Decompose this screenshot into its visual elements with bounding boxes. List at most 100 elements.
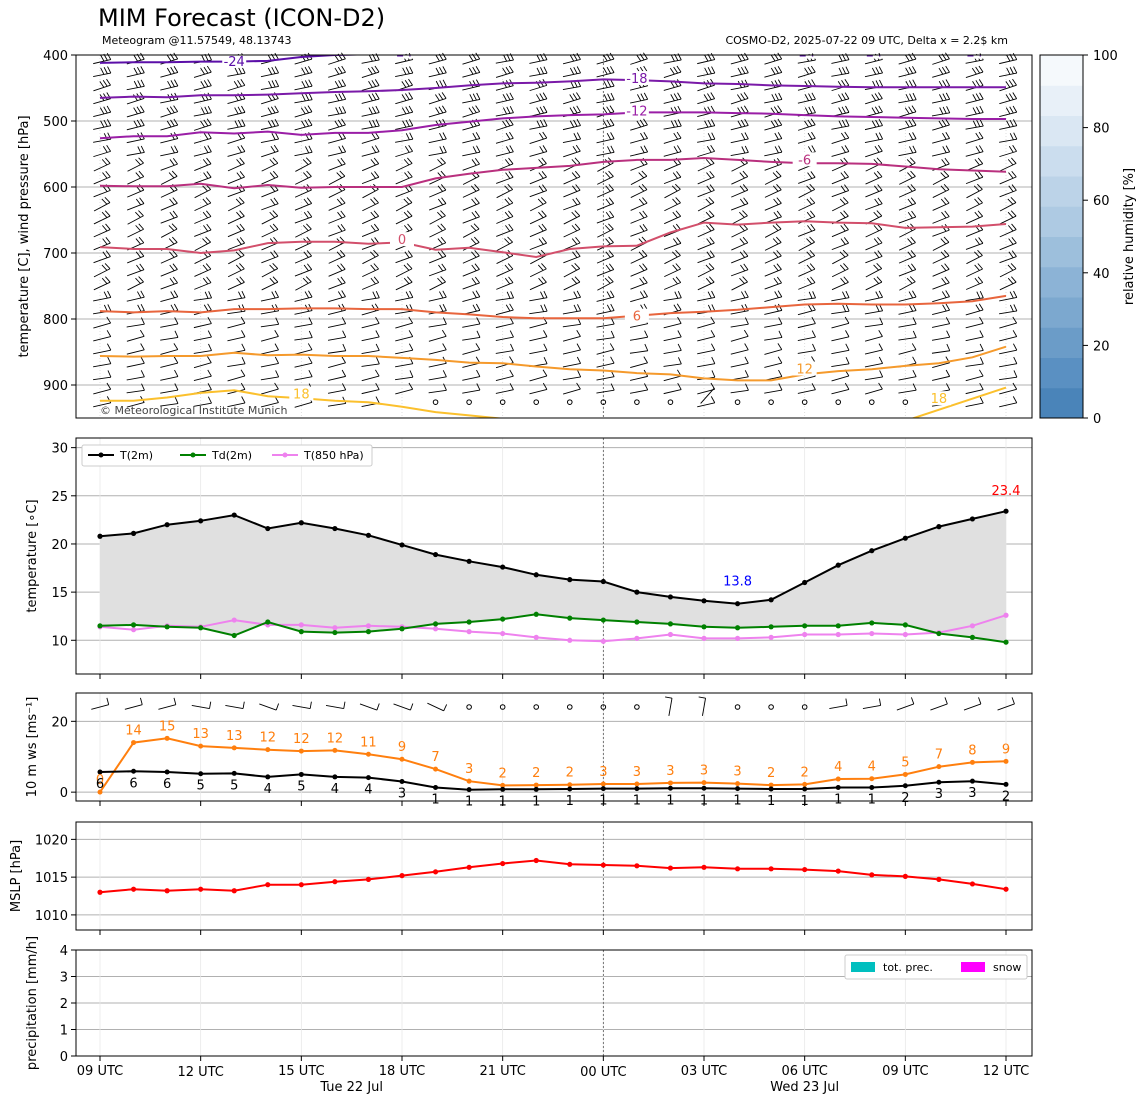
wind-barb-feather xyxy=(337,119,343,127)
wind-barb-feather xyxy=(103,119,108,127)
wind-barb xyxy=(597,176,614,185)
wind-barb-feather xyxy=(977,210,984,217)
wind-barb xyxy=(261,176,279,185)
wind-barb-feather xyxy=(468,54,474,62)
wind-barb xyxy=(597,228,614,238)
wind-barb-feather xyxy=(1012,316,1018,324)
wind-barb-feather xyxy=(844,184,850,191)
wind-barb xyxy=(496,216,514,224)
data-point xyxy=(131,740,137,746)
wind-barb-feather xyxy=(1007,277,1014,284)
wind-barb-feather xyxy=(174,369,179,377)
wind-barb xyxy=(630,229,648,237)
wind-barb-feather xyxy=(979,330,984,338)
wind-barb-feather xyxy=(338,93,343,101)
gust-label: 0 xyxy=(96,773,104,788)
wind-barb-feather xyxy=(101,198,108,205)
wind-barb-feather xyxy=(170,146,175,154)
data-point xyxy=(634,635,640,641)
data-point xyxy=(399,626,405,632)
wind-barb-feather xyxy=(806,238,812,245)
wind-barb-feather xyxy=(242,701,245,709)
wind-barb xyxy=(462,336,481,341)
wind-barb-feather xyxy=(574,210,581,217)
wind-barb xyxy=(831,297,850,302)
wind-barb-feather xyxy=(270,185,276,192)
wind-barb xyxy=(596,124,615,131)
wind-barb xyxy=(898,203,916,211)
wind-barb xyxy=(361,375,380,382)
min-temperature-label: 13.8 xyxy=(723,575,752,590)
wind-barb-feather xyxy=(135,225,141,232)
wind-barb xyxy=(697,256,715,264)
data-point xyxy=(231,888,237,894)
speed-label: 6 xyxy=(96,777,104,792)
wind-barb-feather xyxy=(912,290,917,298)
wind-barb-feather xyxy=(207,330,212,338)
wind-barb-feather xyxy=(139,250,145,257)
wind-barb-feather xyxy=(609,118,615,126)
wind-barb-feather xyxy=(641,170,648,177)
wind-barb-feather xyxy=(575,144,581,152)
wind-barb xyxy=(294,296,313,302)
data-point xyxy=(735,781,741,787)
wind-barb-feather xyxy=(207,145,212,153)
wind-barb-feather xyxy=(672,238,678,245)
wind-barb-feather xyxy=(943,183,950,190)
legend-marker xyxy=(190,452,196,458)
wind-barb-feather xyxy=(677,145,682,152)
wind-barb-feather xyxy=(270,198,276,206)
wind-barb-feather xyxy=(640,146,645,153)
wind-barb-feather xyxy=(341,145,347,153)
wind-barb-feather xyxy=(938,67,944,75)
isotherm-6 xyxy=(99,294,1007,320)
wind-barb-feather xyxy=(405,67,410,74)
wind-barb xyxy=(697,59,715,65)
wind-barb-feather xyxy=(509,53,514,61)
wind-barb xyxy=(831,375,849,382)
wind-barb-feather xyxy=(438,264,444,272)
contour-label-bg xyxy=(222,55,247,68)
wind-barb xyxy=(596,138,615,144)
colorbar-tick-label: 40 xyxy=(1093,267,1110,282)
wind-barb-feather xyxy=(610,66,615,73)
wind-barb-feather xyxy=(877,197,883,204)
data-point xyxy=(432,626,439,632)
wind-barb xyxy=(362,188,379,199)
wind-barb-feather xyxy=(237,80,242,87)
wind-barb-feather xyxy=(907,185,913,192)
wind-barb xyxy=(462,85,480,91)
wind-barb-feather xyxy=(740,106,746,114)
wind-barb-feather xyxy=(1007,211,1014,218)
wind-barb xyxy=(797,297,816,301)
wind-barb xyxy=(295,162,312,172)
wind-barb-feather xyxy=(435,67,440,75)
wind-barb-feather xyxy=(944,697,948,705)
wind-barb-feather xyxy=(442,370,447,378)
data-point xyxy=(365,751,371,757)
y-tick-label: 30 xyxy=(51,442,68,457)
wind-barb-feather xyxy=(207,383,212,390)
wind-barb-feather xyxy=(672,251,678,258)
wind-barb-feather xyxy=(639,264,645,271)
wind-barb xyxy=(932,309,950,316)
wind-barb-feather xyxy=(442,79,447,87)
wind-barb-feather xyxy=(775,170,782,177)
wind-barb-feather xyxy=(911,105,917,113)
wind-barb xyxy=(563,176,581,185)
wind-barb-feather xyxy=(367,67,373,75)
wind-barb-feather xyxy=(875,291,880,299)
wind-barb xyxy=(697,84,715,92)
data-point xyxy=(265,619,271,625)
wind-barb-feather xyxy=(207,316,212,324)
wind-barb-feather xyxy=(100,54,105,62)
wind-barb xyxy=(563,242,581,251)
wind-barb-feather xyxy=(371,80,377,87)
wind-barb-feather xyxy=(271,133,276,140)
wind-barb-feather xyxy=(272,170,279,178)
wind-barb-feather xyxy=(642,276,648,284)
legend-label: T(850 hPa) xyxy=(303,449,364,462)
wind-barb xyxy=(328,268,346,277)
wind-barb xyxy=(965,59,984,64)
data-point xyxy=(97,789,103,795)
